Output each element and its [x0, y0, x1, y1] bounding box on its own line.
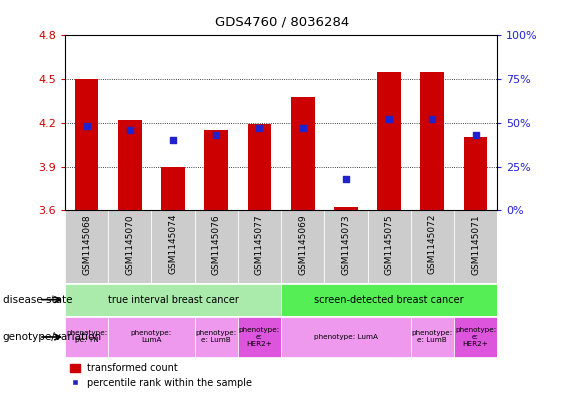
- Bar: [238, 210, 281, 283]
- Point: [385, 116, 394, 123]
- Bar: [194, 210, 238, 283]
- Bar: [334, 208, 358, 210]
- Bar: [65, 317, 108, 357]
- Text: GSM1145076: GSM1145076: [212, 214, 221, 275]
- Text: GSM1145075: GSM1145075: [385, 214, 394, 275]
- Point: [212, 132, 221, 138]
- Bar: [281, 210, 324, 283]
- Text: screen-detected breast cancer: screen-detected breast cancer: [314, 295, 464, 305]
- Bar: [464, 138, 488, 210]
- Point: [428, 116, 437, 123]
- Text: phenotype:
e: LumB: phenotype: e: LumB: [195, 331, 237, 343]
- Point: [298, 125, 307, 131]
- Bar: [291, 97, 315, 210]
- Bar: [420, 72, 444, 210]
- Bar: [377, 72, 401, 210]
- Bar: [205, 130, 228, 210]
- Point: [168, 137, 177, 143]
- Text: phenotype:
LumA: phenotype: LumA: [131, 331, 172, 343]
- Bar: [367, 210, 411, 283]
- Point: [471, 132, 480, 138]
- Point: [82, 123, 91, 129]
- Text: phenotype:
pe: TN: phenotype: pe: TN: [66, 331, 107, 343]
- Bar: [454, 210, 497, 283]
- Text: GSM1145073: GSM1145073: [341, 214, 350, 275]
- Legend: transformed count, percentile rank within the sample: transformed count, percentile rank withi…: [70, 363, 253, 388]
- Bar: [151, 210, 194, 283]
- Text: GDS4760 / 8036284: GDS4760 / 8036284: [215, 16, 350, 29]
- Bar: [411, 210, 454, 283]
- Text: phenotype:
e:
HER2+: phenotype: e: HER2+: [239, 327, 280, 347]
- Bar: [161, 167, 185, 210]
- Bar: [118, 120, 142, 210]
- Bar: [75, 79, 98, 210]
- Bar: [411, 317, 454, 357]
- Point: [341, 176, 350, 182]
- Bar: [108, 317, 194, 357]
- Bar: [194, 317, 238, 357]
- Text: phenotype:
e:
HER2+: phenotype: e: HER2+: [455, 327, 496, 347]
- Text: phenotype:
e: LumB: phenotype: e: LumB: [412, 331, 453, 343]
- Bar: [65, 284, 281, 316]
- Text: disease state: disease state: [3, 295, 72, 305]
- Text: GSM1145070: GSM1145070: [125, 214, 134, 275]
- Text: GSM1145074: GSM1145074: [168, 214, 177, 274]
- Bar: [281, 284, 497, 316]
- Text: GSM1145068: GSM1145068: [82, 214, 91, 275]
- Text: GSM1145072: GSM1145072: [428, 214, 437, 274]
- Text: genotype/variation: genotype/variation: [3, 332, 102, 342]
- Point: [125, 127, 134, 133]
- Bar: [108, 210, 151, 283]
- Bar: [65, 210, 108, 283]
- Text: true interval breast cancer: true interval breast cancer: [107, 295, 238, 305]
- Bar: [454, 317, 497, 357]
- Bar: [238, 317, 281, 357]
- Bar: [324, 210, 368, 283]
- Bar: [247, 124, 271, 210]
- Point: [255, 125, 264, 131]
- Text: GSM1145077: GSM1145077: [255, 214, 264, 275]
- Bar: [281, 317, 411, 357]
- Text: phenotype: LumA: phenotype: LumA: [314, 334, 378, 340]
- Text: GSM1145069: GSM1145069: [298, 214, 307, 275]
- Text: GSM1145071: GSM1145071: [471, 214, 480, 275]
